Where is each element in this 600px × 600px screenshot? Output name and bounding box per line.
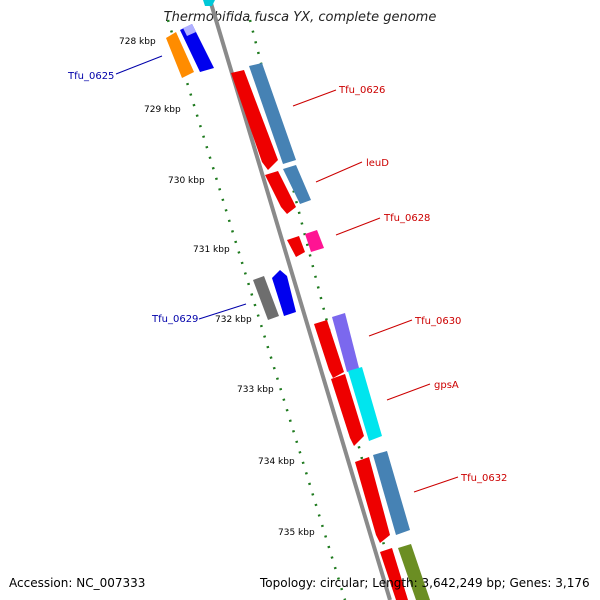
gene-label-gpsa[interactable]: gpsA (434, 380, 459, 391)
gene-tfu0629[interactable] (253, 270, 296, 320)
gene-label-tfu0628[interactable]: Tfu_0628 (383, 213, 430, 224)
gene-tfu0626[interactable] (231, 63, 296, 170)
genome-summary-text: Topology: circular; Length: 3,642,249 bp… (260, 576, 590, 590)
kbp-label: 733 kbp (237, 385, 274, 395)
map-title: Thermobifida fusca YX, complete genome (163, 10, 437, 25)
kbp-label: 734 kbp (258, 457, 295, 467)
gene-feature-partial[interactable] (380, 544, 430, 600)
gene-leud[interactable] (265, 165, 311, 214)
gene-label-leud[interactable]: leuD (366, 158, 389, 169)
kbp-label: 728 kbp (119, 37, 156, 47)
gene-tfu0628[interactable] (287, 230, 324, 257)
gene-gpsa[interactable] (331, 367, 382, 446)
kbp-label: 735 kbp (278, 528, 315, 538)
gene-tfu0630[interactable] (314, 313, 359, 378)
gene-labels: Tfu_0625 Tfu_0626 leuD Tfu_0628 Tfu_0629… (67, 71, 507, 484)
accession-text: Accession: NC_007333 (9, 576, 146, 590)
gene-label-tfu0629[interactable]: Tfu_0629 (151, 314, 198, 325)
kbp-label: 732 kbp (215, 315, 252, 325)
kbp-label: 731 kbp (193, 245, 230, 255)
kbp-label: 729 kbp (144, 105, 181, 115)
gene-tfu0632[interactable] (355, 451, 410, 543)
gene-label-tfu0625[interactable]: Tfu_0625 (67, 71, 114, 82)
label-leaders (115, 55, 459, 493)
kbp-scale: 728 kbp 729 kbp 730 kbp 731 kbp 732 kbp … (119, 37, 315, 538)
gene-label-tfu0632[interactable]: Tfu_0632 (460, 473, 507, 484)
kbp-label: 730 kbp (168, 176, 205, 186)
gene-label-tfu0626[interactable]: Tfu_0626 (338, 85, 385, 96)
gene-feature-partial[interactable] (203, 0, 215, 6)
gene-label-tfu0630[interactable]: Tfu_0630 (414, 316, 461, 327)
gene-tfu0625[interactable] (166, 24, 214, 78)
